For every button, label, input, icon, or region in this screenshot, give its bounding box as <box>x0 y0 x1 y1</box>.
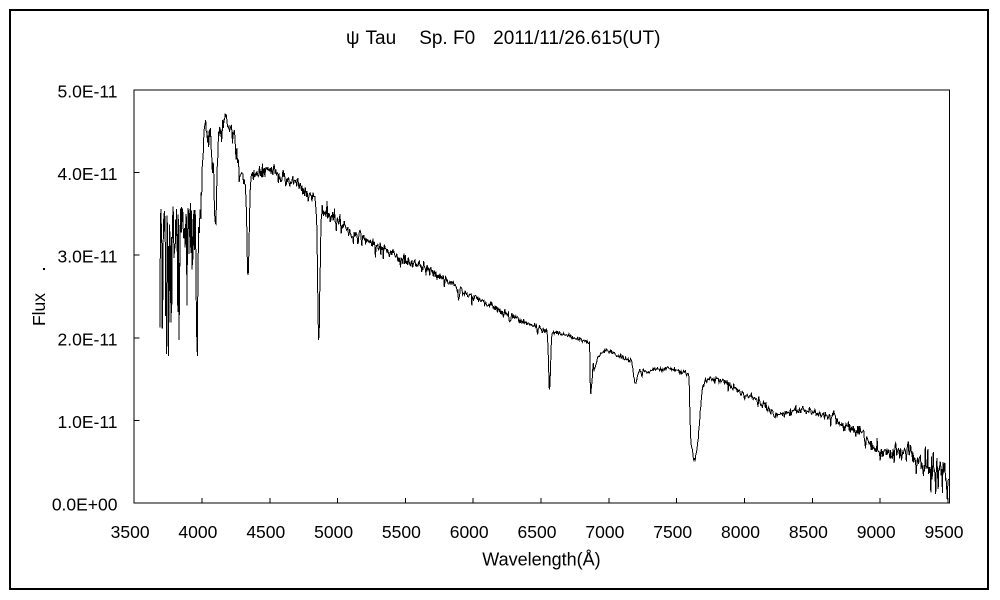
svg-text:4.0E-11: 4.0E-11 <box>58 164 118 184</box>
svg-text:5.0E-11: 5.0E-11 <box>58 82 118 102</box>
svg-text:8500: 8500 <box>789 522 828 542</box>
svg-text:Flux: Flux <box>29 293 49 326</box>
svg-text:3500: 3500 <box>111 522 150 542</box>
svg-text:7000: 7000 <box>585 522 624 542</box>
svg-text:5000: 5000 <box>314 522 353 542</box>
svg-text:4000: 4000 <box>178 522 217 542</box>
svg-text:9500: 9500 <box>925 522 964 542</box>
svg-text:7500: 7500 <box>653 522 692 542</box>
svg-text:8000: 8000 <box>721 522 760 542</box>
svg-text:4500: 4500 <box>246 522 285 542</box>
svg-text:9000: 9000 <box>857 522 896 542</box>
svg-text:6500: 6500 <box>518 522 557 542</box>
svg-text:0.0E+00: 0.0E+00 <box>52 495 118 515</box>
svg-text:3.0E-11: 3.0E-11 <box>58 247 118 267</box>
svg-text:6000: 6000 <box>450 522 489 542</box>
svg-text:5500: 5500 <box>382 522 421 542</box>
svg-text:1.0E-11: 1.0E-11 <box>58 412 118 432</box>
svg-text:2.0E-11: 2.0E-11 <box>58 329 118 349</box>
svg-text:Wavelength(Å): Wavelength(Å) <box>482 550 600 570</box>
